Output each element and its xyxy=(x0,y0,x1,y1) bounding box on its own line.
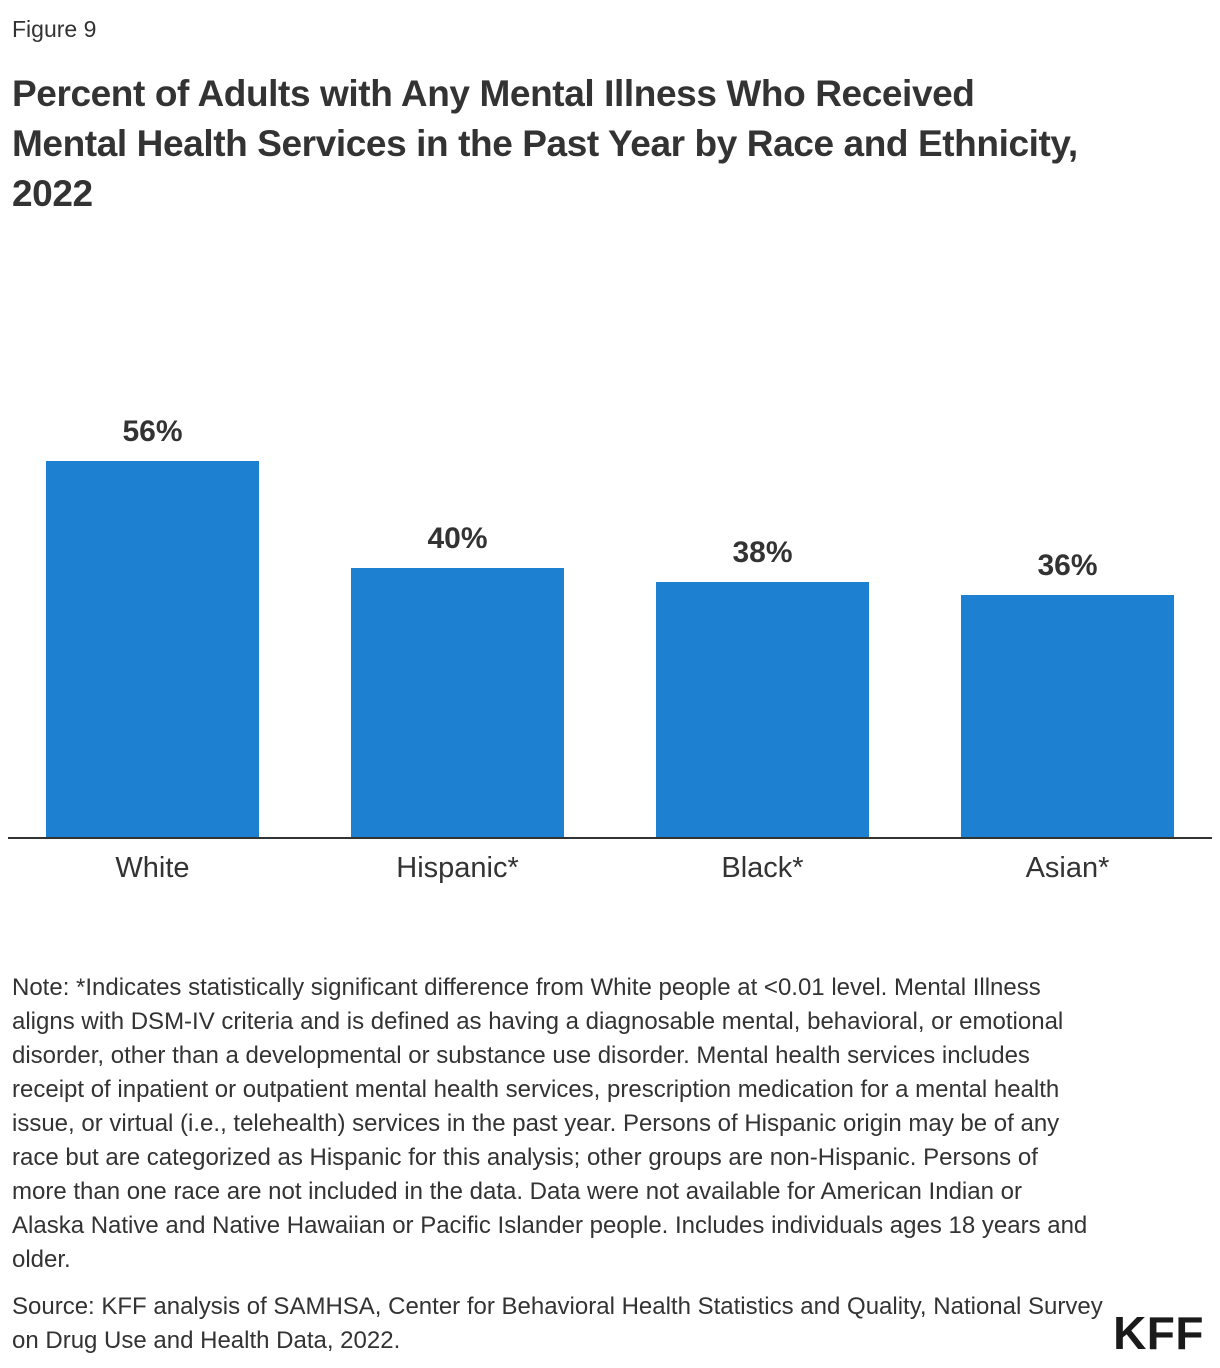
chart-title-line-3: 2022 xyxy=(12,173,93,214)
x-axis-line xyxy=(8,837,1212,839)
bar-value-label: 36% xyxy=(1037,549,1098,583)
chart-title-line-2: Mental Health Services in the Past Year … xyxy=(12,123,1078,164)
bar-value-label: 56% xyxy=(122,415,183,448)
bar-hispanic xyxy=(350,568,565,837)
figure-label: Figure 9 xyxy=(12,16,97,42)
note-text: Note: *Indicates statistically significa… xyxy=(12,974,1088,1273)
bar-slot: 38% xyxy=(610,414,915,837)
bar-slot: 40% xyxy=(305,414,610,837)
source-text: Source: KFF analysis of SAMHSA, Center f… xyxy=(12,1293,1103,1354)
chart-title: Percent of Adults with Any Mental Illnes… xyxy=(12,69,1208,221)
x-axis-label: Hispanic* xyxy=(396,852,519,884)
bar-chart: 56% 40% 38% 36% White Hispanic* Black* Asian* xyxy=(0,414,1220,885)
bar-white xyxy=(45,461,260,837)
kff-logo: KFF xyxy=(1113,1307,1204,1359)
bar-slot: 56% xyxy=(0,414,305,837)
chart-title-line-1: Percent of Adults with Any Mental Illnes… xyxy=(12,73,975,114)
bar-black xyxy=(655,581,870,837)
bar-value-label: 38% xyxy=(732,535,793,569)
x-axis-label: Asian* xyxy=(1025,852,1110,884)
x-axis-labels: White Hispanic* Black* Asian* xyxy=(0,839,1220,885)
bar-slot: 36% xyxy=(915,414,1220,837)
bar-value-label: 40% xyxy=(427,522,488,556)
x-axis-label: White xyxy=(115,852,190,884)
x-axis-label: Black* xyxy=(721,852,804,884)
bar-asian xyxy=(960,595,1175,837)
plot-area: 56% 40% 38% 36% xyxy=(0,414,1220,837)
